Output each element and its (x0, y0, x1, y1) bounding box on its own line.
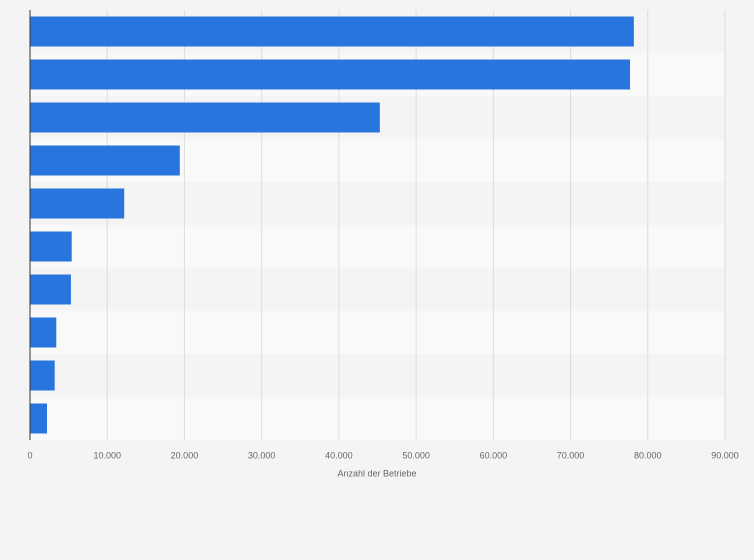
x-tick-label: 90.000 (711, 450, 739, 460)
row-stripe (30, 268, 725, 311)
x-tick-label: 40.000 (325, 450, 353, 460)
row-stripe (30, 397, 725, 440)
bar (30, 188, 125, 219)
bar (30, 59, 631, 90)
bar (30, 274, 71, 305)
bar (30, 403, 47, 434)
bar (30, 360, 55, 391)
x-tick-label: 0 (27, 450, 32, 460)
bar (30, 102, 380, 133)
row-stripe (30, 311, 725, 354)
x-tick-label: 20.000 (171, 450, 199, 460)
row-stripe (30, 225, 725, 268)
x-axis-title: Anzahl der Betriebe (337, 468, 416, 478)
bar (30, 145, 180, 176)
x-tick-label: 10.000 (93, 450, 121, 460)
bar (30, 231, 72, 262)
x-tick-label: 50.000 (402, 450, 430, 460)
row-stripe (30, 182, 725, 225)
x-tick-label: 30.000 (248, 450, 276, 460)
row-stripe (30, 354, 725, 397)
x-tick-label: 70.000 (557, 450, 585, 460)
bar (30, 317, 57, 348)
x-tick-label: 80.000 (634, 450, 662, 460)
x-tick-label: 60.000 (480, 450, 508, 460)
bar (30, 16, 634, 47)
